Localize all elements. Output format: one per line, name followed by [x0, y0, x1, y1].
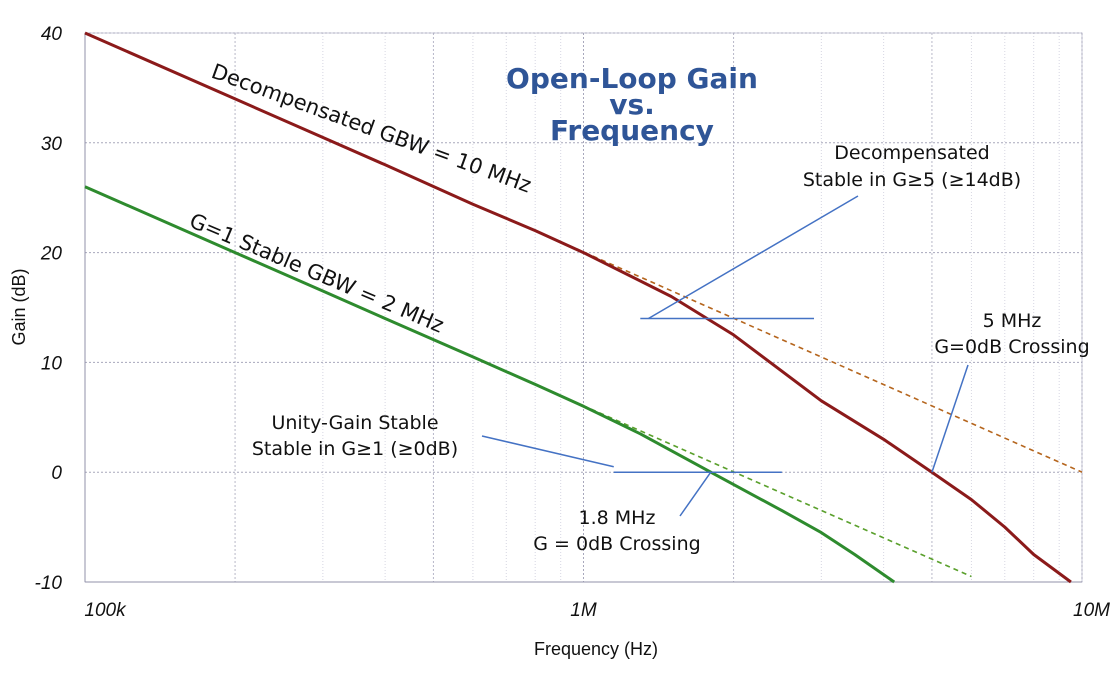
one-point-eight-mhz-annotation-line-1: 1.8 MHz — [579, 507, 656, 529]
series-line — [384, 317, 972, 578]
grid — [84, 32, 1083, 583]
unity-annotation-line-2: Stable in G≥1 (≥0dB) — [252, 438, 458, 460]
unity-stable-curve-label: G=1 Stable GBW = 2 MHz — [186, 209, 447, 338]
y-tick-label: 0 — [51, 463, 62, 484]
five-mhz-annotation-line-2: G=0dB Crossing — [934, 336, 1089, 358]
annotation-pointer — [931, 364, 969, 473]
series-line — [534, 229, 1083, 473]
one-point-eight-mhz-annotation-line-2: G = 0dB Crossing — [533, 533, 700, 555]
five-mhz-annotation-line-1: 5 MHz — [983, 310, 1042, 332]
annotation-pointer — [679, 471, 712, 517]
y-tick-label: -10 — [35, 573, 63, 594]
annotation-pointer — [481, 435, 614, 468]
y-tick-label: 10 — [41, 353, 63, 374]
y-tick-label: 30 — [41, 134, 63, 155]
y-axis-label: Gain (dB) — [9, 268, 29, 345]
chart-title-line-1: Open-Loop Gain — [506, 62, 758, 95]
series-line — [84, 185, 896, 584]
annotation-pointer — [648, 195, 859, 320]
decompensated-annotation-line-1: Decompensated — [834, 142, 989, 164]
x-axis-label: Frequency (Hz) — [534, 639, 658, 659]
chart-title-line-3: Frequency — [550, 114, 714, 147]
reference-lines — [613, 317, 815, 473]
y-tick-label: 20 — [40, 244, 63, 265]
x-tick-label: 10M — [1073, 600, 1110, 621]
annotation-pointers — [481, 195, 969, 517]
unity-annotation-line-1: Unity-Gain Stable — [271, 412, 438, 434]
x-tick-label: 1M — [570, 600, 597, 621]
decompensated-annotation-line-2: Stable in G≥5 (≥14dB) — [803, 169, 1021, 191]
y-tick-label: 40 — [41, 24, 63, 45]
chart-title-line-2: vs. — [609, 88, 655, 121]
x-tick-label: 100k — [84, 600, 127, 621]
tick-labels: 40 30 20 10 0 -10 100k 1M 10M — [35, 24, 1111, 621]
decompensated-curve-label: Decompensated GBW = 10 MHz — [208, 59, 534, 197]
series-line — [84, 31, 1072, 584]
series-layer — [84, 31, 1083, 584]
